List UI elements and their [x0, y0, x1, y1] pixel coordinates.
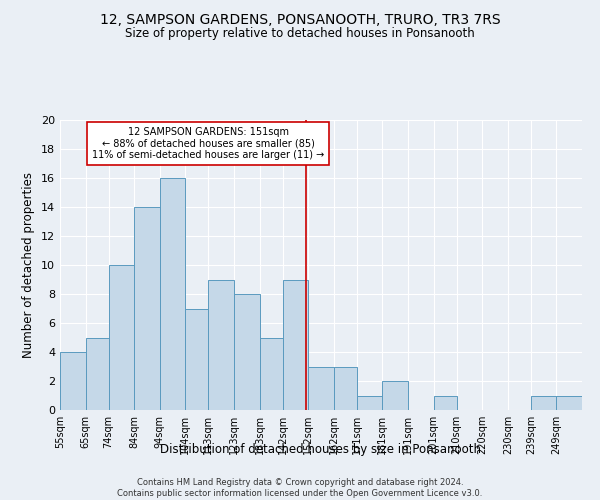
- Text: Size of property relative to detached houses in Ponsanooth: Size of property relative to detached ho…: [125, 28, 475, 40]
- Bar: [382, 381, 408, 410]
- Bar: [334, 366, 357, 410]
- Bar: [531, 396, 556, 410]
- Bar: [185, 308, 208, 410]
- Bar: [109, 265, 134, 410]
- Bar: [234, 294, 260, 410]
- Bar: [160, 178, 185, 410]
- Y-axis label: Number of detached properties: Number of detached properties: [22, 172, 35, 358]
- Bar: [556, 396, 582, 410]
- Bar: [357, 396, 382, 410]
- Bar: [283, 280, 308, 410]
- Text: Contains HM Land Registry data © Crown copyright and database right 2024.
Contai: Contains HM Land Registry data © Crown c…: [118, 478, 482, 498]
- Text: 12, SAMPSON GARDENS, PONSANOOTH, TRURO, TR3 7RS: 12, SAMPSON GARDENS, PONSANOOTH, TRURO, …: [100, 12, 500, 26]
- Bar: [434, 396, 457, 410]
- Bar: [308, 366, 334, 410]
- Bar: [208, 280, 234, 410]
- Text: 12 SAMPSON GARDENS: 151sqm
← 88% of detached houses are smaller (85)
11% of semi: 12 SAMPSON GARDENS: 151sqm ← 88% of deta…: [92, 127, 325, 160]
- Bar: [134, 207, 160, 410]
- Bar: [60, 352, 86, 410]
- Text: Distribution of detached houses by size in Ponsanooth: Distribution of detached houses by size …: [161, 442, 482, 456]
- Bar: [260, 338, 283, 410]
- Bar: [86, 338, 109, 410]
